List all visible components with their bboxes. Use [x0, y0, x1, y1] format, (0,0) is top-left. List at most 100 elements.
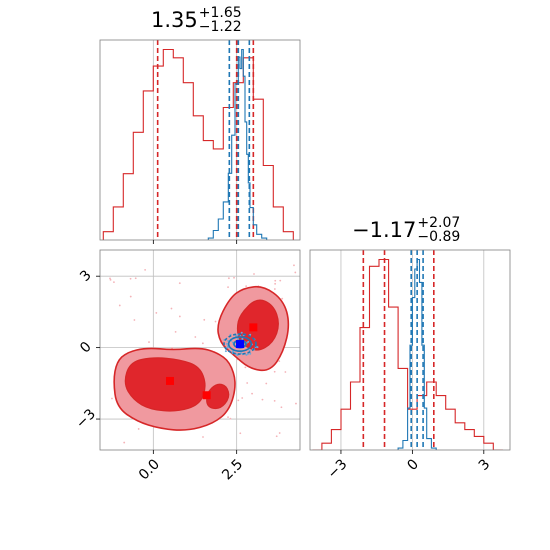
red-square-marker: [202, 391, 211, 400]
sample-point: [241, 337, 244, 340]
sample-point: [109, 277, 111, 280]
sample-point: [227, 277, 230, 280]
sample-point: [245, 285, 248, 287]
sample-point: [123, 441, 126, 444]
sample-point: [111, 397, 113, 400]
sample-point: [194, 336, 197, 338]
contour-inner-region: [236, 299, 279, 351]
histogram-panel-bottom-right: −3 0 3: [309, 249, 511, 482]
y-tick-label: 0: [77, 339, 95, 357]
histogram-series-1: [207, 48, 268, 240]
red-square-marker: [166, 376, 174, 385]
sample-point: [178, 282, 181, 285]
sample-point: [278, 360, 281, 363]
sample-point: [293, 264, 295, 267]
sample-point: [226, 342, 229, 345]
histogram-series-0: [312, 258, 503, 450]
sample-point: [247, 340, 250, 343]
x-tick-label: 2.5: [219, 456, 246, 483]
y-tick-label: 3: [77, 267, 95, 285]
sample-point: [246, 382, 249, 384]
sample-point: [233, 276, 235, 279]
y-tick-label: −3: [73, 406, 99, 432]
title-bottom-right: −1.17 +2.07 −0.89: [352, 216, 460, 244]
sample-point: [214, 320, 217, 323]
sample-point: [227, 416, 229, 418]
histogram-panel-top-left: [99, 39, 301, 244]
sample-point: [202, 436, 204, 438]
blue-square-marker: [236, 340, 244, 349]
sample-point: [273, 399, 276, 402]
sample-point: [294, 271, 297, 274]
sample-point: [253, 273, 255, 275]
contour-inner-region: [206, 383, 230, 410]
sample-point: [237, 399, 240, 402]
title-upper-error: +2.07: [417, 215, 461, 231]
plot-area: [312, 250, 503, 450]
contour-inner-region: [124, 357, 206, 412]
title-value: −1.17: [352, 218, 417, 242]
sample-point: [109, 278, 112, 281]
title-lower-error: −1.22: [198, 19, 242, 35]
sample-point: [273, 370, 276, 373]
sample-point: [273, 288, 276, 290]
sample-point: [227, 286, 229, 289]
sample-point: [224, 350, 227, 353]
histogram-series-1: [397, 258, 437, 450]
sample-point: [240, 331, 243, 334]
x-tick-label: −3: [325, 456, 351, 482]
sample-point: [129, 295, 132, 298]
axes-frame: [99, 39, 301, 241]
contour-panel-bottom-left: 0.0 2.5 3 0 −3: [73, 249, 301, 483]
sample-point: [129, 277, 132, 280]
axes-frame: [309, 249, 511, 451]
sample-point: [229, 417, 232, 420]
sample-point: [274, 279, 277, 282]
sample-point: [178, 315, 181, 318]
title-value: 1.35: [151, 8, 198, 32]
title-lower-error: −0.89: [417, 229, 461, 245]
title-upper-error: +1.65: [198, 5, 242, 21]
sample-point: [281, 297, 284, 300]
sample-point: [265, 382, 268, 385]
sample-point: [118, 304, 121, 307]
sample-point: [248, 349, 251, 352]
sample-point: [155, 312, 158, 314]
sample-point: [148, 341, 150, 343]
sample-point: [275, 435, 278, 438]
sample-point: [203, 318, 206, 321]
sample-point: [295, 402, 297, 405]
sample-point: [201, 342, 204, 345]
sample-point: [236, 337, 239, 340]
title-top-left: 1.35 +1.65 −1.22: [151, 6, 242, 34]
contour-blue-ring: [223, 333, 257, 355]
sample-point: [171, 347, 173, 349]
sample-point: [241, 397, 244, 399]
sample-point: [170, 307, 173, 310]
sample-point: [279, 279, 282, 282]
sample-point: [133, 319, 136, 321]
sample-point: [113, 281, 115, 284]
sample-point: [240, 352, 243, 355]
sample-point: [251, 392, 253, 395]
histogram-series-0: [102, 48, 294, 240]
sample-point: [144, 268, 147, 271]
contour-blue-ring: [227, 336, 253, 352]
sample-point: [137, 428, 140, 430]
sample-point: [274, 282, 277, 285]
plot-area: [109, 264, 297, 444]
x-tick-label: 0: [404, 456, 422, 474]
plot-area: [102, 40, 294, 240]
sample-point: [239, 432, 242, 435]
red-square-marker: [249, 323, 258, 332]
axes-frame: [99, 249, 301, 451]
sample-point: [244, 366, 247, 369]
sample-point: [245, 353, 248, 356]
sample-point: [256, 346, 259, 349]
sample-point: [249, 352, 252, 355]
sample-point: [174, 330, 177, 333]
sample-point: [284, 371, 287, 373]
sample-point: [278, 432, 281, 434]
sample-point: [134, 277, 137, 280]
